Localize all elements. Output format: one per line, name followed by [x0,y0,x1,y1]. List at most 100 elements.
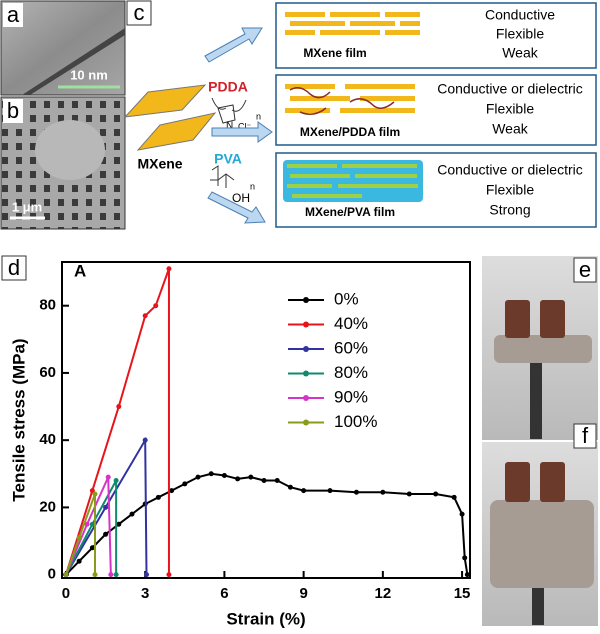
panel-label: c [134,0,145,25]
point [89,488,95,494]
point [89,545,95,551]
legend-label: 60% [334,338,368,357]
point [129,511,135,517]
point [464,572,470,578]
point [433,491,439,497]
pva-structure [210,165,235,188]
coins [494,335,592,363]
point [76,558,82,564]
weight [505,462,530,502]
hydroxyl: OH [232,191,250,205]
point [327,488,333,494]
y-tick-label: 0 [48,566,56,583]
mxene-text: MXene [137,156,182,172]
point [459,511,465,517]
property: Weak [502,45,539,61]
x-tick-label: 9 [299,585,307,602]
y-tick-label: 40 [39,431,56,448]
point [169,488,175,494]
series-line [65,480,118,576]
point [166,572,172,578]
n-atom: N [226,121,233,132]
support [532,585,544,625]
coins [490,500,594,588]
film-name: MXene film [303,46,366,60]
pdda-structure [211,97,247,124]
point [287,484,293,490]
point [92,572,98,578]
region [35,120,105,180]
point [248,474,254,480]
weight [505,300,530,338]
point [84,521,90,527]
point [182,481,188,487]
point [116,404,122,410]
label-box [126,0,152,26]
point [261,478,267,484]
label-box [573,423,597,449]
point [105,474,111,480]
x-tick-label: 6 [220,585,228,602]
legend-marker [303,321,309,328]
y-tick-label: 80 [39,297,56,314]
film-name: MXene/PDDA film [300,125,400,139]
point [208,471,214,477]
pdda-chains [289,87,395,115]
point [103,504,109,510]
arrows [204,27,273,224]
legend-marker [303,297,309,303]
panel-label: a [7,2,20,27]
point [76,535,82,541]
series-line [65,436,148,576]
point [221,472,227,478]
y-tick-label: 20 [39,498,56,515]
point [274,478,280,484]
point [406,491,412,497]
point [142,313,148,319]
series-line [65,476,112,576]
point [92,491,98,497]
y-axis-label: Tensile stress (MPa) [9,338,28,501]
mxene-pva-layers [287,164,418,198]
point [144,572,150,578]
film-boxes [275,2,597,228]
property: Conductive [485,7,555,23]
mxene-layers [285,12,420,113]
mxene-flake [123,84,207,118]
x-axis-label: Strain (%) [226,609,305,628]
point [195,474,201,480]
edge [22,28,125,95]
property: Strong [489,202,530,218]
point [353,489,359,495]
label-bg [3,99,23,123]
point [462,555,468,561]
panel-label: d [8,255,20,280]
label-box [573,257,597,283]
point [451,494,457,500]
subscript: n [250,181,255,191]
property: Flexible [496,26,544,42]
point [166,266,172,272]
property: Conductive or dielectric [437,81,583,97]
weight [540,300,565,338]
point [155,494,161,500]
legend-label: 100% [334,412,377,431]
property: Flexible [486,182,534,198]
chloride: Cl⁻ [238,121,251,131]
series-line [65,472,469,576]
panel-label: e [579,257,591,282]
legend-label: 40% [334,314,368,333]
film-name: MXene/PVA film [305,205,395,219]
point [153,303,159,309]
legend-marker [303,370,309,377]
pva-matrix [283,160,423,202]
label-bg [3,3,23,27]
legend-label: 80% [334,363,368,382]
legend-label: 0% [334,289,359,308]
annotation: A [74,261,86,280]
y-tick-label: 60 [39,364,56,381]
panel-label: b [7,98,19,123]
point [89,521,95,527]
point [113,478,119,484]
legend-marker [303,346,309,352]
